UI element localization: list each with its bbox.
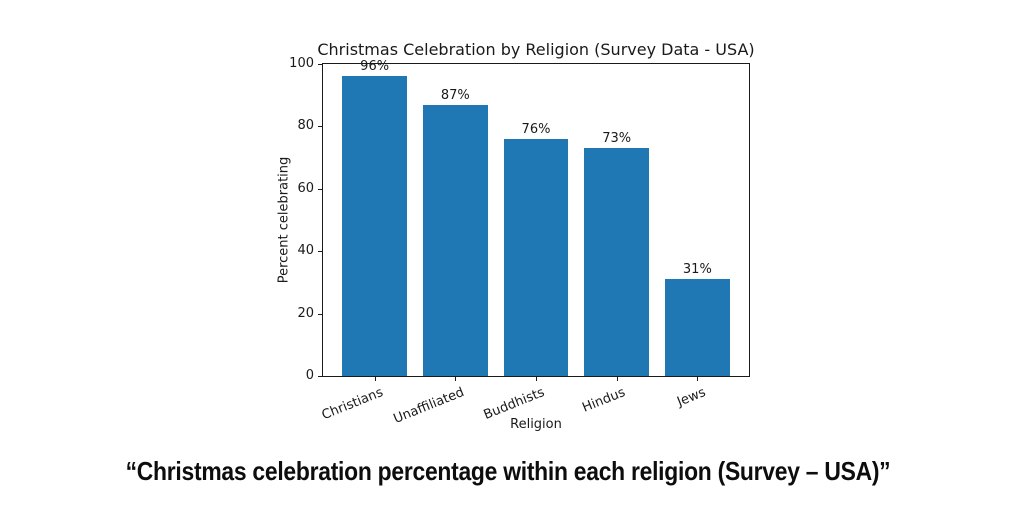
y-tick-mark: [318, 376, 322, 377]
y-tick-mark: [318, 188, 322, 190]
bar-value-label: 76%: [521, 121, 551, 137]
x-tick-mark: [616, 377, 618, 381]
bar-hindus: [584, 148, 649, 376]
bar-jews: [665, 279, 730, 376]
y-tick-label: 0: [305, 368, 314, 383]
figure-caption: “Christmas celebration percentage within…: [125, 456, 891, 486]
x-tick-label-unaffiliated: Unaffiliated: [390, 385, 466, 427]
y-tick-label: 100: [289, 56, 314, 71]
y-axis-label: Percent celebrating: [276, 156, 292, 284]
x-tick-mark: [374, 377, 376, 381]
y-tick-mark: [318, 126, 322, 128]
y-tick-label: 60: [297, 180, 314, 196]
x-tick-mark: [697, 377, 699, 381]
bar-value-label: 31%: [682, 262, 712, 278]
x-tick-mark: [536, 377, 537, 381]
bar-unaffiliated: [423, 104, 488, 376]
y-tick-label: 20: [297, 305, 314, 321]
chart-title: Christmas Celebration by Religion (Surve…: [317, 40, 755, 59]
x-tick-label-christians: Christians: [319, 385, 386, 424]
y-tick-mark: [318, 64, 322, 65]
x-tick-label-jews: Jews: [675, 385, 708, 410]
x-axis-label: Religion: [510, 417, 562, 432]
bar-value-label: 87%: [440, 87, 470, 103]
y-tick-label: 40: [297, 243, 314, 259]
x-tick-mark: [455, 377, 457, 381]
bar-buddhists: [503, 138, 569, 376]
bar-christians: [342, 76, 407, 376]
plot-area: 96% 87% 76% 73% 31%: [322, 59, 750, 377]
y-tick-mark: [318, 313, 322, 315]
y-tick-label: 80: [297, 118, 314, 134]
y-tick-mark: [318, 251, 322, 253]
x-tick-label-hindus: Hindus: [580, 385, 628, 416]
bar-value-label: 73%: [602, 131, 632, 147]
bar-value-label: 96%: [360, 59, 390, 75]
